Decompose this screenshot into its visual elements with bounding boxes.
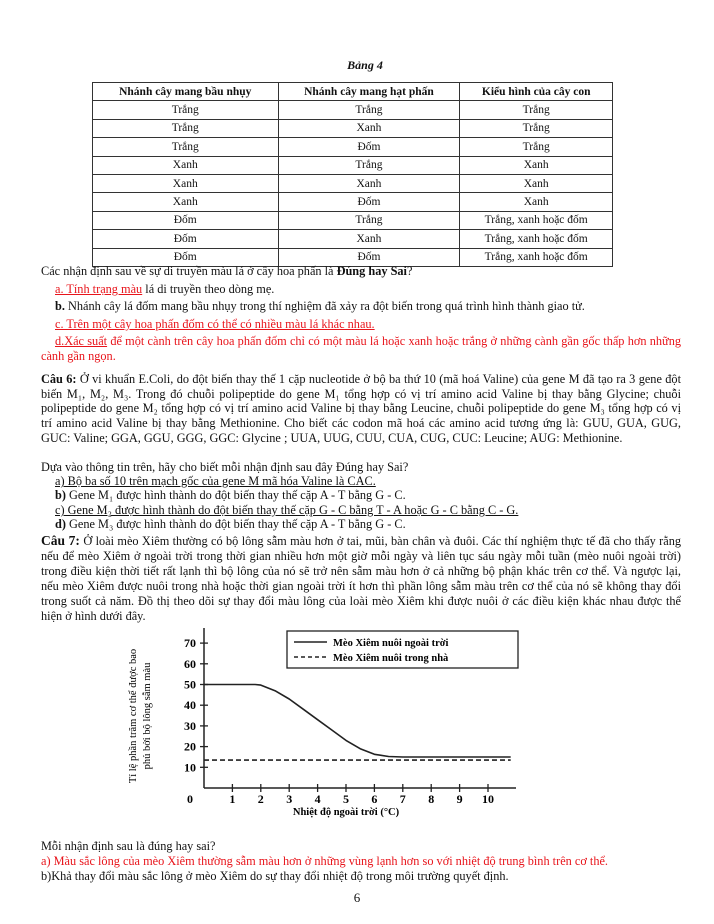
legend-label-outdoor: Mèo Xiêm nuôi ngoài trời: [333, 638, 449, 649]
x-tick-label: 0: [187, 792, 193, 806]
table-row: Xanh Trắng Xanh: [92, 155, 613, 175]
table-cell: Đốm: [277, 247, 461, 267]
table-4: Nhánh cây mang bầu nhụy Nhánh cây mang h…: [92, 81, 613, 267]
y-tick-label: 30: [184, 719, 196, 733]
q5-statement-c: c. Trên một cây hoa phấn đốm có thể có n…: [41, 317, 375, 332]
q6-statement-a: a) Bộ ba số 10 trên mạch gốc của gene M …: [41, 474, 376, 489]
table-cell: Xanh: [277, 118, 461, 139]
table-row: Trắng Đốm Trắng: [92, 137, 613, 157]
q7-body: Câu 7: Ở loài mèo Xiêm thường có bộ lông…: [41, 533, 681, 624]
y-tick-label: 50: [184, 678, 196, 692]
column-header: Kiểu hình của cây con: [459, 81, 613, 102]
x-tick-label: 8: [428, 792, 434, 806]
x-tick-label: 5: [343, 792, 349, 806]
x-tick-label: 4: [315, 792, 321, 806]
q6-d-text: Gene M₃ được hình thành do đột biến thay…: [65, 517, 406, 531]
table-cell: Trắng, xanh hoặc đốm: [459, 210, 613, 231]
table-cell: Trắng: [277, 210, 461, 231]
q6-prompt: Dựa vào thông tin trên, hãy cho biết mỗi…: [41, 460, 409, 474]
q6-statement-d: d) Gene M₃ được hình thành do đột biến t…: [41, 517, 406, 532]
q5-prompt-text: Các nhận định sau về sự di truyền màu lá…: [41, 264, 337, 278]
x-tick-label: 10: [482, 792, 494, 806]
q6-statement-c: c) Gene M₂ được hình thành do đột biến t…: [41, 503, 518, 518]
q5-a-underlined: a. Tính trạng màu: [55, 282, 143, 296]
series-line-outdoor: [204, 683, 511, 758]
y-tick-label: 70: [184, 636, 196, 650]
q5-d-text: để một cành trên cây hoa phấn đốm chỉ có…: [41, 334, 681, 363]
x-tick-label: 6: [371, 792, 377, 806]
q7-prompt: Mỗi nhận định sau là đúng hay sai?: [41, 839, 216, 853]
q5-b-text: Nhánh cây lá đốm mang bầu nhụy trong thí…: [64, 299, 585, 313]
q5-b-label: b.: [55, 299, 65, 313]
q6-d-label: d): [55, 517, 66, 531]
y-tick-label: 40: [184, 698, 196, 712]
q5-c-text: c. Trên một cây hoa phấn đốm có thể có n…: [55, 317, 375, 331]
x-axis-label: Nhiệt độ ngoài trời (°C): [293, 807, 400, 818]
y-axis-label-line1: Tỉ lệ phần trăm cơ thể được bao: [128, 649, 139, 783]
x-tick-label: 9: [457, 792, 463, 806]
y-axis-label-line2: phủ bởi bộ lông sẫm màu: [142, 662, 153, 770]
table-cell: Trắng, xanh hoặc đốm: [459, 247, 613, 267]
column-header: Nhánh cây mang hạt phấn: [277, 81, 461, 102]
table-cell: Đốm: [92, 247, 279, 267]
q5-statement-a: a. Tính trạng màu lá di truyền theo dòng…: [41, 282, 274, 297]
table-cell: Xanh: [459, 155, 613, 175]
q6-label: Câu 6:: [41, 372, 77, 386]
table-cell: Trắng, xanh hoặc đốm: [459, 229, 613, 249]
table-header-row: Nhánh cây mang bầu nhụy Nhánh cây mang h…: [92, 81, 613, 102]
q6-b-label: b): [55, 488, 66, 502]
q6-c-text: c) Gene M₂ được hình thành do đột biến t…: [55, 503, 519, 517]
table-cell: Trắng: [459, 100, 613, 120]
q6-statement-b: b) Gene M₁ được hình thành do đột biến t…: [41, 488, 406, 503]
q6-b-text: Gene M₁ được hình thành do đột biến thay…: [65, 488, 406, 502]
q7-text: Ở loài mèo Xiêm thường có bộ lông sẫm mà…: [41, 534, 681, 623]
page-number: 6: [353, 890, 361, 905]
q5-prompt-bold: Đúng hay Sai: [336, 264, 407, 278]
q7-statement-b: b)Khả thay đổi màu sắc lông ở mèo Xiêm d…: [41, 869, 509, 883]
y-tick-label: 20: [184, 740, 196, 754]
q6-text: Ở vi khuẩn E.Coli, do đột biến thay thế …: [41, 372, 681, 445]
q6-a-text: a) Bộ ba số 10 trên mạch gốc của gene M …: [55, 474, 376, 488]
table-row: Xanh Đốm Xanh: [92, 192, 613, 212]
table-row: Đốm Đốm Trắng, xanh hoặc đốm: [92, 247, 613, 267]
x-tick-label: 1: [229, 792, 235, 806]
q7-statement-a: a) Màu sắc lông của mèo Xiêm thường sẫm …: [41, 854, 609, 868]
q7-label: Câu 7:: [41, 533, 80, 548]
x-tick-label: 7: [400, 792, 406, 806]
y-tick-label: 10: [184, 760, 196, 774]
table-caption: Bảng 4: [347, 58, 383, 72]
table-row: Xanh Xanh Xanh: [92, 173, 613, 194]
q5-a-text: lá di truyền theo dòng mẹ.: [142, 282, 275, 296]
legend-label-indoor: Mèo Xiêm nuôi trong nhà: [333, 653, 449, 664]
q5-statement-b: b. Nhánh cây lá đốm mang bầu nhụy trong …: [41, 299, 585, 314]
q5-d-underlined: d.Xác suất: [55, 334, 108, 348]
q6-body: Câu 6: Ở vi khuẩn E.Coli, do đột biến th…: [41, 372, 681, 446]
x-tick-label: 2: [258, 792, 264, 806]
legend-box: [286, 630, 519, 669]
x-tick-label: 3: [286, 792, 292, 806]
q5-prompt-end: ?: [406, 264, 413, 278]
y-tick-label: 60: [184, 657, 196, 671]
q5-statement-d: d.Xác suất để một cành trên cây hoa phấn…: [41, 334, 681, 364]
q5-prompt: Các nhận định sau về sự di truyền màu lá…: [41, 264, 412, 279]
